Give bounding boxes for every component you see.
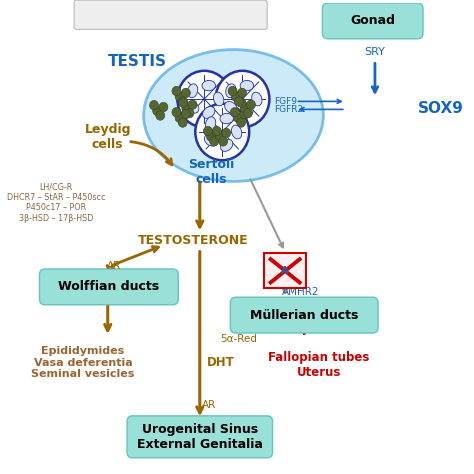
Text: A: A (282, 266, 289, 276)
Text: SOX9: SOX9 (418, 101, 464, 116)
Circle shape (178, 97, 187, 106)
Circle shape (228, 86, 237, 96)
Circle shape (175, 92, 184, 101)
Circle shape (156, 111, 165, 120)
Circle shape (243, 109, 252, 118)
Circle shape (195, 104, 249, 160)
Circle shape (234, 97, 243, 106)
Circle shape (234, 113, 243, 123)
Circle shape (182, 88, 191, 98)
Circle shape (159, 102, 168, 112)
FancyBboxPatch shape (74, 0, 267, 29)
FancyBboxPatch shape (230, 297, 378, 333)
FancyBboxPatch shape (264, 253, 306, 288)
Circle shape (237, 88, 246, 98)
Circle shape (240, 104, 249, 113)
Ellipse shape (241, 107, 253, 118)
Circle shape (179, 98, 188, 108)
Ellipse shape (188, 84, 198, 98)
Text: Urogenital Sinus
External Genitalia: Urogenital Sinus External Genitalia (137, 423, 263, 451)
Ellipse shape (213, 92, 224, 106)
Ellipse shape (202, 81, 216, 91)
Ellipse shape (252, 92, 262, 106)
Ellipse shape (231, 125, 242, 139)
Circle shape (216, 132, 225, 141)
Text: FGF9: FGF9 (274, 97, 297, 106)
Text: AMHR2: AMHR2 (282, 287, 319, 297)
FancyBboxPatch shape (127, 416, 273, 458)
Ellipse shape (144, 50, 323, 182)
Text: TESTIS: TESTIS (108, 54, 166, 69)
Text: Leydig
cells: Leydig cells (84, 123, 131, 151)
Text: FGFR2: FGFR2 (274, 105, 303, 114)
Circle shape (185, 109, 194, 118)
Circle shape (172, 108, 181, 117)
Ellipse shape (202, 107, 215, 118)
Circle shape (175, 113, 184, 123)
Circle shape (230, 108, 239, 117)
Circle shape (216, 71, 269, 128)
Circle shape (182, 109, 191, 119)
Ellipse shape (226, 84, 236, 98)
Text: Sertoli
cells: Sertoli cells (188, 158, 234, 186)
FancyBboxPatch shape (322, 3, 423, 39)
Text: TESTOSTERONE: TESTOSTERONE (138, 234, 248, 247)
Ellipse shape (204, 135, 217, 146)
Circle shape (219, 137, 228, 146)
Circle shape (178, 118, 187, 128)
Text: Müllerian ducts: Müllerian ducts (250, 309, 358, 322)
Circle shape (172, 86, 181, 96)
Text: 5α-Red: 5α-Red (220, 334, 257, 344)
Text: Gonad: Gonad (350, 14, 395, 27)
Circle shape (222, 128, 231, 137)
Ellipse shape (220, 139, 233, 151)
Text: AR: AR (202, 400, 216, 410)
Circle shape (212, 127, 221, 136)
Circle shape (203, 127, 212, 136)
Text: Epididymides
Vasa deferentia
Seminal vesicles: Epididymides Vasa deferentia Seminal ves… (31, 346, 135, 379)
Circle shape (207, 132, 216, 141)
Circle shape (237, 98, 246, 108)
Text: Wolffian ducts: Wolffian ducts (58, 281, 159, 293)
Text: LH/CG-R
DHCR7 – StAR – P450scc
P450c17 – POR
3β-HSD – 17β-HSD: LH/CG-R DHCR7 – StAR – P450scc P450c17 –… (7, 182, 105, 223)
Ellipse shape (240, 81, 254, 91)
Circle shape (149, 100, 158, 110)
Circle shape (237, 118, 246, 128)
Text: AR: AR (107, 261, 122, 271)
Ellipse shape (225, 101, 237, 113)
Ellipse shape (206, 117, 216, 131)
Circle shape (210, 137, 219, 146)
Ellipse shape (186, 101, 199, 113)
Circle shape (240, 109, 249, 119)
Circle shape (246, 100, 255, 109)
Circle shape (188, 100, 197, 109)
Ellipse shape (220, 113, 233, 124)
Circle shape (231, 92, 240, 101)
Text: SRY: SRY (365, 47, 385, 57)
Circle shape (153, 106, 162, 116)
FancyBboxPatch shape (39, 269, 178, 305)
Text: DHT: DHT (207, 356, 234, 369)
Circle shape (182, 104, 191, 113)
Text: Fallopian tubes
Uterus: Fallopian tubes Uterus (268, 351, 370, 379)
Circle shape (213, 128, 222, 137)
Circle shape (177, 71, 231, 128)
